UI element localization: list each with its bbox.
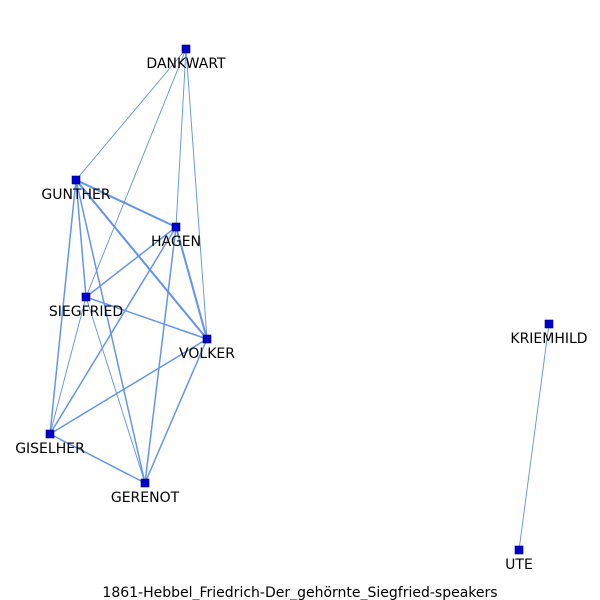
edge-kriemhild-ute (518, 323, 550, 551)
edge-giselher-gerenot (49, 433, 146, 484)
node-label-gunther: GUNTHER (41, 187, 110, 203)
edge-hagen-gerenot (144, 226, 177, 484)
node-label-siegfried: SIEGFRIED (49, 304, 123, 320)
node-siegfried[interactable] (81, 292, 91, 302)
edge-gunther-giselher (49, 179, 77, 435)
edge-dankwart-volker (185, 48, 208, 340)
edge-gunther-gerenot (75, 179, 146, 484)
node-label-volker: VOLKER (179, 346, 235, 362)
node-giselher[interactable] (45, 429, 55, 439)
node-label-gerenot: GERENOT (111, 490, 180, 506)
node-label-hagen: HAGEN (151, 234, 201, 250)
node-dankwart[interactable] (181, 44, 191, 54)
edge-siegfried-gerenot (85, 296, 146, 484)
edge-dankwart-hagen (175, 48, 187, 228)
edge-gunther-hagen (74, 178, 178, 229)
node-hagen[interactable] (171, 222, 181, 232)
node-label-giselher: GISELHER (15, 441, 85, 457)
node-ute[interactable] (514, 545, 524, 555)
node-label-ute: UTE (505, 557, 533, 573)
node-kriemhild[interactable] (544, 319, 554, 329)
edge-dankwart-siegfried (85, 48, 187, 298)
node-volker[interactable] (202, 334, 212, 344)
edge-volker-gerenot (144, 338, 208, 484)
node-layer: DANKWART GUNTHER HAGEN SIEGFRIED VOLKER GISEL… (15, 44, 588, 573)
edge-siegfried-giselher (49, 296, 87, 435)
edge-hagen-volker (174, 225, 209, 341)
node-gunther[interactable] (71, 175, 81, 185)
edge-hagen-giselher (49, 226, 177, 435)
edge-gunther-siegfried (75, 179, 87, 298)
node-gerenot[interactable] (140, 478, 150, 488)
edge-volker-giselher (49, 338, 208, 435)
edge-dankwart-gunther (75, 48, 187, 181)
edge-gunther-volker (74, 178, 209, 341)
graph-caption: 1861-Hebbel_Friedrich-Der_gehörnte_Siegf… (102, 585, 497, 600)
node-label-kriemhild: KRIEMHILD (510, 331, 587, 347)
edge-hagen-siegfried (85, 226, 177, 298)
edge-siegfried-volker (85, 296, 208, 340)
node-label-dankwart: DANKWART (146, 56, 226, 72)
edge-layer (49, 48, 550, 551)
